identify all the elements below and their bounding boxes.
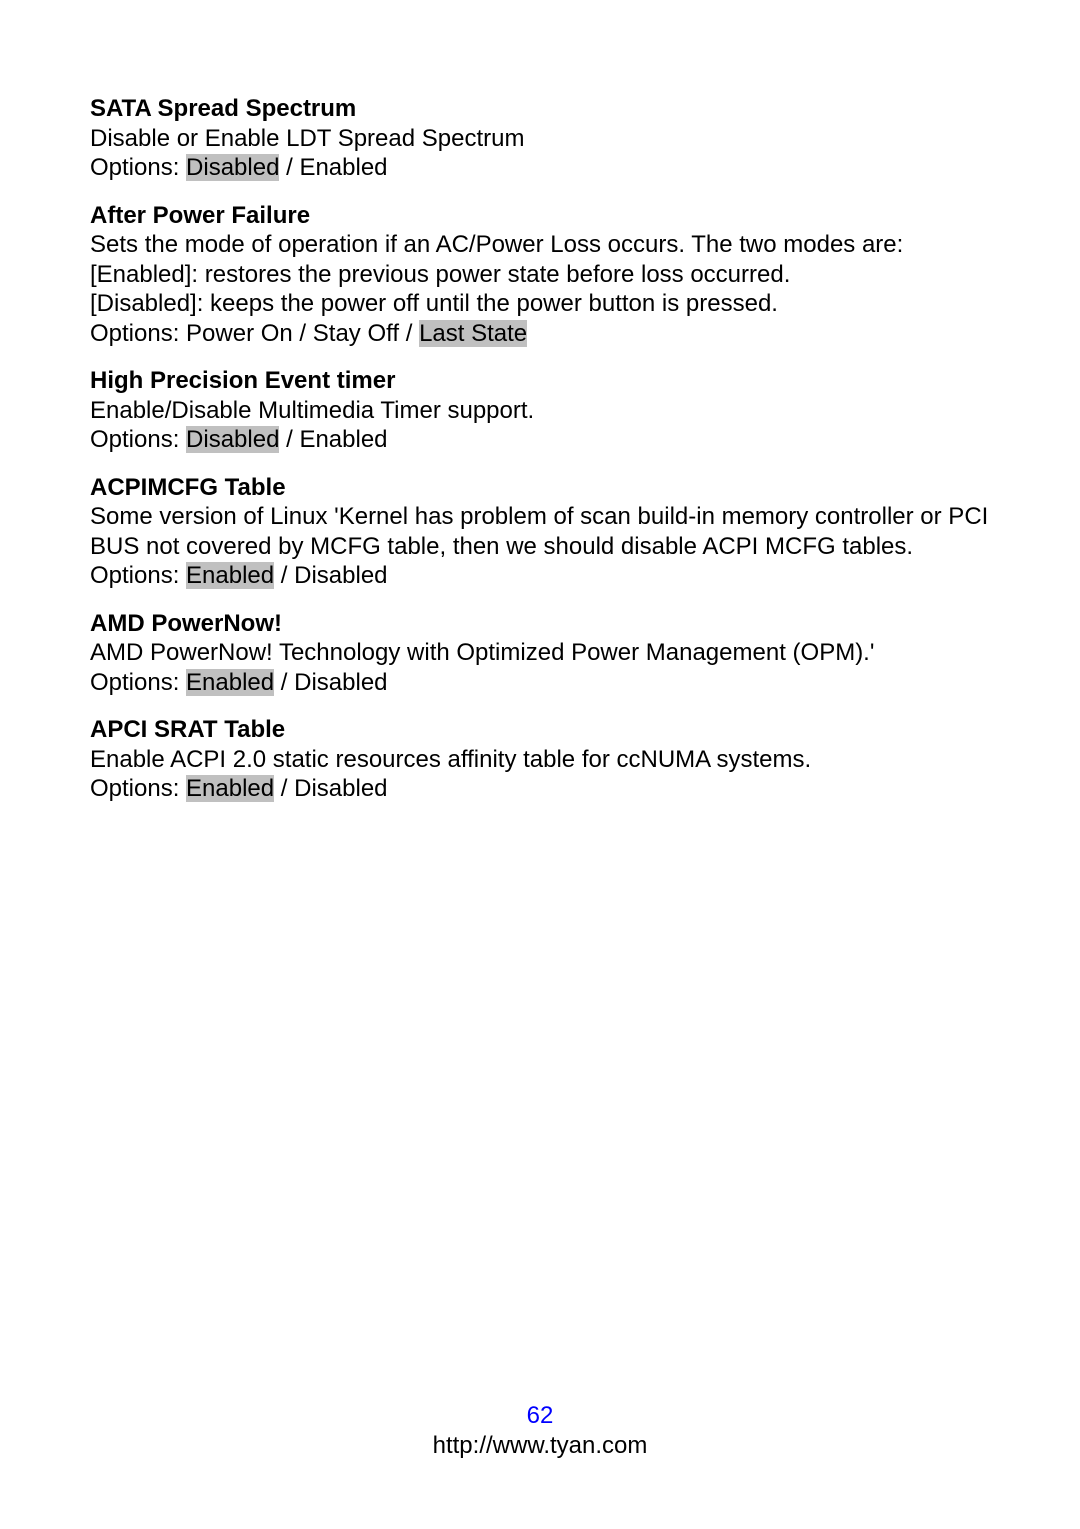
section: APCI SRAT TableEnable ACPI 2.0 static re…: [90, 715, 990, 804]
section-heading: After Power Failure: [90, 201, 990, 231]
options-prefix: Options:: [90, 320, 186, 347]
options-line: Options: Disabled / Enabled: [90, 425, 990, 455]
options-line: Options: Power On / Stay Off / Last Stat…: [90, 319, 990, 349]
option-separator: /: [274, 562, 294, 589]
option-item: Disabled: [294, 562, 387, 589]
section-heading: AMD PowerNow!: [90, 609, 990, 639]
section-body-line: [Enabled]: restores the previous power s…: [90, 260, 990, 290]
section-body-line: Enable ACPI 2.0 static resources affinit…: [90, 745, 990, 775]
section-body-line: [Disabled]: keeps the power off until th…: [90, 289, 990, 319]
options-prefix: Options:: [90, 154, 186, 181]
option-default: Enabled: [186, 669, 274, 696]
option-separator: /: [274, 669, 294, 696]
option-default: Enabled: [186, 775, 274, 802]
option-separator: /: [293, 320, 313, 347]
footer-url: http://www.tyan.com: [433, 1432, 648, 1459]
section-heading: APCI SRAT Table: [90, 715, 990, 745]
section-body-line: Sets the mode of operation if an AC/Powe…: [90, 230, 990, 260]
page-footer: 62 http://www.tyan.com: [0, 1401, 1080, 1461]
section-heading: SATA Spread Spectrum: [90, 94, 990, 124]
section-heading: ACPIMCFG Table: [90, 473, 990, 503]
options-prefix: Options:: [90, 426, 186, 453]
options-line: Options: Enabled / Disabled: [90, 668, 990, 698]
section: AMD PowerNow!AMD PowerNow! Technology wi…: [90, 609, 990, 698]
section-heading: High Precision Event timer: [90, 366, 990, 396]
option-item: Disabled: [294, 669, 387, 696]
page-number: 62: [527, 1402, 554, 1429]
section-body-line: Enable/Disable Multimedia Timer support.: [90, 396, 990, 426]
section-body-line: AMD PowerNow! Technology with Optimized …: [90, 638, 990, 668]
option-item: Enabled: [299, 154, 387, 181]
options-line: Options: Enabled / Disabled: [90, 774, 990, 804]
section: After Power FailureSets the mode of oper…: [90, 201, 990, 349]
option-default: Disabled: [186, 154, 279, 181]
option-item: Enabled: [299, 426, 387, 453]
option-item: Stay Off: [313, 320, 399, 347]
option-default: Disabled: [186, 426, 279, 453]
option-default: Enabled: [186, 562, 274, 589]
option-separator: /: [279, 426, 299, 453]
section: SATA Spread SpectrumDisable or Enable LD…: [90, 94, 990, 183]
sections-container: SATA Spread SpectrumDisable or Enable LD…: [90, 94, 990, 804]
options-line: Options: Enabled / Disabled: [90, 561, 990, 591]
options-line: Options: Disabled / Enabled: [90, 153, 990, 183]
option-separator: /: [399, 320, 419, 347]
section: High Precision Event timerEnable/Disable…: [90, 366, 990, 455]
document-page: SATA Spread SpectrumDisable or Enable LD…: [0, 0, 1080, 1529]
option-separator: /: [274, 775, 294, 802]
option-default: Last State: [419, 320, 527, 347]
option-separator: /: [279, 154, 299, 181]
section-body-line: Some version of Linux 'Kernel has proble…: [90, 502, 990, 561]
section-body-line: Disable or Enable LDT Spread Spectrum: [90, 124, 990, 154]
options-prefix: Options:: [90, 669, 186, 696]
section: ACPIMCFG TableSome version of Linux 'Ker…: [90, 473, 990, 591]
options-prefix: Options:: [90, 775, 186, 802]
options-prefix: Options:: [90, 562, 186, 589]
option-item: Disabled: [294, 775, 387, 802]
option-item: Power On: [186, 320, 293, 347]
